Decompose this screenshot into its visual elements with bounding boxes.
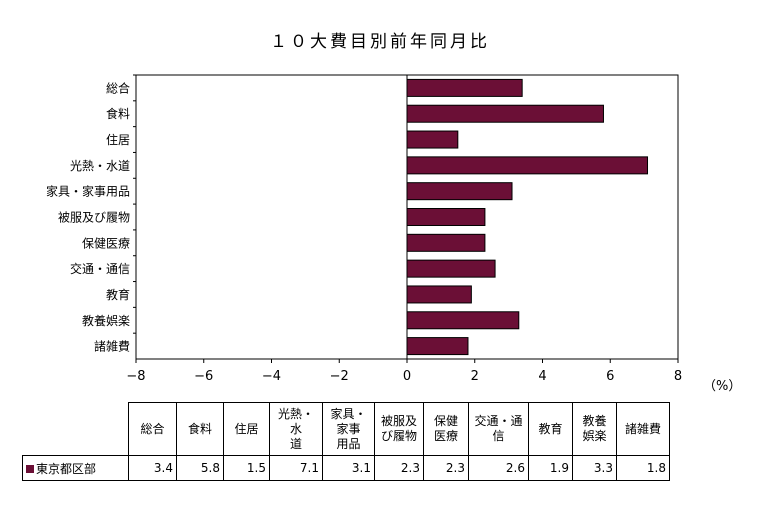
bar — [406, 182, 513, 201]
category-label: 光熱・水道 — [70, 159, 130, 173]
table-header-cell: 家具・ 家事 用品 — [322, 402, 375, 456]
table-value-cell: 3.4 — [128, 455, 177, 481]
chart-title: １０大費目別前年同月比 — [270, 32, 490, 52]
table-value-cell: 2.3 — [374, 455, 424, 481]
bar — [406, 285, 472, 304]
x-tick-label: −4 — [262, 369, 281, 384]
bar — [406, 156, 649, 175]
category-label: 諸雑費 — [94, 339, 130, 354]
table-header-cell: 教養 娯楽 — [572, 402, 617, 456]
x-tick-label: 6 — [606, 369, 614, 384]
table-header-cell: 諸雑費 — [616, 402, 670, 456]
bar — [406, 78, 523, 97]
bar — [406, 130, 459, 149]
bar — [406, 208, 486, 226]
category-label: 総合 — [106, 80, 130, 95]
table-value-cell: 3.3 — [572, 455, 617, 481]
table-header-cell: 総合 — [128, 402, 177, 456]
table-value-cell: 7.1 — [269, 455, 323, 481]
x-tick-label: 4 — [538, 369, 546, 384]
category-label: 食料 — [106, 106, 130, 121]
data-table: 総合 食料 住居 光熱・水 道家具・ 家事 用品 被服及 び履物 保健 医療 交通・通 信教… — [22, 402, 670, 481]
table-value-cell: 2.3 — [423, 455, 469, 481]
series-row-label: 東京都区部 — [22, 455, 129, 481]
table-header-row: 総合 食料 住居 光熱・水 道家具・ 家事 用品 被服及 び履物 保健 医療 交通・通 信教… — [22, 402, 670, 456]
x-tick-label: −2 — [330, 369, 349, 384]
x-tick-label: −8 — [126, 369, 145, 384]
x-tick-label: 2 — [471, 369, 479, 384]
x-tick-label: 0 — [403, 369, 411, 384]
legend-swatch — [26, 464, 34, 473]
x-tick-label: 8 — [674, 369, 682, 384]
table-value-cell: 3.1 — [322, 455, 375, 481]
table-header-cell: 被服及 び履物 — [374, 402, 424, 456]
table-header-cell: 交通・通 信 — [468, 402, 529, 456]
category-label: 被服及び履物 — [58, 211, 130, 225]
table-header-cell: 保健 医療 — [423, 402, 469, 456]
category-label: 保健医療 — [82, 236, 130, 250]
bar — [406, 259, 496, 278]
unit-label: （%） — [703, 379, 742, 394]
bar — [406, 337, 469, 356]
bar — [406, 104, 604, 123]
category-label: 住居 — [106, 133, 130, 147]
category-label: 交通・通信 — [70, 261, 130, 276]
bar — [406, 233, 486, 252]
table-value-cell: 1.9 — [528, 455, 573, 481]
table-value-cell: 1.5 — [223, 455, 270, 481]
bar-chart: 総合食料住居光熱・水道家具・家事用品被服及び履物保健医療交通・通信教育教養娯楽諸… — [46, 74, 682, 384]
category-label: 教育 — [106, 287, 130, 302]
table-header-cell: 住居 — [223, 402, 270, 456]
category-label: 家具・家事用品 — [46, 184, 130, 199]
category-label: 教養娯楽 — [82, 313, 130, 328]
table-header-cell: 教育 — [528, 402, 573, 456]
table-value-cell: 2.6 — [468, 455, 529, 481]
table-value-cell: 1.8 — [616, 455, 670, 481]
table-value-cell: 5.8 — [176, 455, 224, 481]
table-row: 東京都区部 3.4 5.8 1.5 7.1 3.1 2.3 2.3 2.6 1.9 3.3 1.8 — [22, 455, 670, 481]
table-corner-cell — [22, 402, 129, 456]
series-name: 東京都区部 — [36, 461, 97, 476]
table-header-cell: 食料 — [176, 402, 224, 456]
x-tick-label: −6 — [194, 369, 213, 384]
bar — [406, 311, 520, 330]
table-header-cell: 光熱・水 道 — [269, 402, 323, 456]
